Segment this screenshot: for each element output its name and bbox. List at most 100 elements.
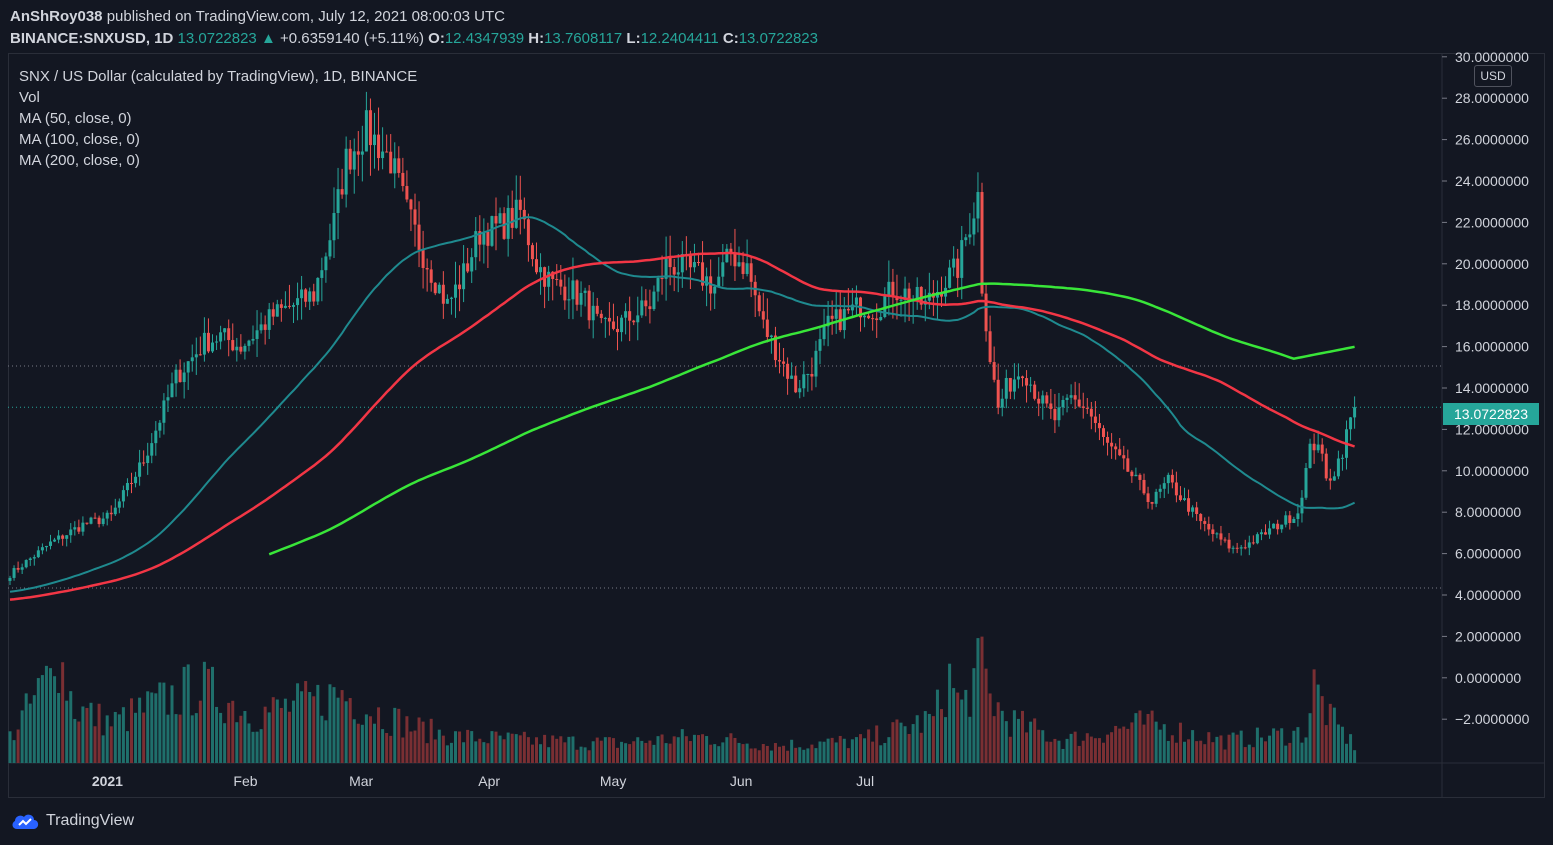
volume-bar <box>81 706 85 763</box>
volume-bar <box>879 745 883 763</box>
candle-body <box>259 324 263 331</box>
volume-bar <box>182 666 186 763</box>
legend-ma50[interactable]: MA (50, close, 0) <box>19 110 132 127</box>
candle-body <box>474 231 478 258</box>
volume-bar <box>636 737 640 763</box>
up-arrow-icon: ▲ <box>260 30 276 47</box>
candle-body <box>522 209 526 220</box>
volume-bar <box>449 742 453 763</box>
candle-body <box>1065 397 1069 400</box>
volume-bar <box>308 692 312 763</box>
candle-body <box>296 298 300 306</box>
volume-bar <box>1284 745 1288 763</box>
volume-bar <box>1247 744 1251 763</box>
candle-body <box>773 335 777 361</box>
candle-body <box>449 297 453 299</box>
candle-body <box>1247 542 1251 548</box>
volume-bar <box>543 734 547 763</box>
volume-bar <box>134 712 138 763</box>
candle-body <box>1073 395 1077 400</box>
close-label: C: <box>722 30 739 47</box>
volume-bar <box>340 690 344 763</box>
candle-body <box>1255 534 1259 544</box>
candle-body <box>599 313 603 319</box>
volume-bar <box>822 741 826 763</box>
volume-bar <box>1097 738 1101 763</box>
candle-body <box>1276 523 1280 530</box>
legend-volume[interactable]: Vol <box>19 89 40 106</box>
chart-panel[interactable] <box>8 53 1545 798</box>
volume-bar <box>454 731 457 763</box>
y-tick-label: 10.0000000 <box>1455 463 1529 479</box>
volume-bar <box>1093 738 1097 763</box>
candle-body <box>283 305 287 308</box>
candle-body <box>219 332 223 342</box>
candle-body <box>1170 474 1174 483</box>
legend-ma100[interactable]: MA (100, close, 0) <box>19 131 140 148</box>
volume-bar <box>275 699 279 763</box>
ma-line-50[interactable] <box>9 216 1356 593</box>
ohlc-header: BINANCE:SNXUSD, 1D 13.0722823 ▲ +0.63591… <box>10 30 818 47</box>
volume-bar <box>620 741 624 763</box>
candle-body <box>830 315 834 319</box>
volume-bar <box>1057 740 1061 763</box>
candle-body <box>514 199 518 228</box>
volume-bar <box>1195 741 1199 763</box>
legend-ma200[interactable]: MA (200, close, 0) <box>19 152 140 169</box>
ma-line-200[interactable] <box>268 282 1355 556</box>
volume-bar <box>336 697 340 763</box>
candle-body <box>1288 515 1292 523</box>
volume-bar <box>20 710 24 763</box>
candle-body <box>980 192 984 294</box>
volume-bar <box>239 715 243 763</box>
volume-bar <box>364 714 368 763</box>
candle-body <box>239 346 243 352</box>
tradingview-logo[interactable]: TradingView <box>10 811 134 831</box>
currency-button[interactable]: USD <box>1474 65 1512 87</box>
candle-body <box>134 476 138 484</box>
candle-body <box>737 262 741 267</box>
candle-body <box>644 300 648 307</box>
last-price: 13.0722823 <box>177 30 257 47</box>
volume-bar <box>705 736 709 763</box>
volume-bar <box>1061 748 1065 763</box>
x-tick-label: Feb <box>233 773 257 789</box>
volume-bar <box>1280 728 1284 763</box>
candle-body <box>24 560 28 568</box>
candle-body <box>1012 379 1016 392</box>
author-name[interactable]: AnShRoy038 <box>10 8 103 25</box>
volume-bar <box>162 682 166 763</box>
volume-bar <box>1025 732 1029 763</box>
volume-bar <box>749 748 753 763</box>
volume-bar <box>887 737 891 763</box>
candle-body <box>587 290 591 321</box>
volume-bar <box>73 718 77 763</box>
volume-bar <box>1016 718 1020 763</box>
candle-body <box>324 256 328 271</box>
candle-body <box>595 305 599 314</box>
volume-bar <box>765 745 769 763</box>
candle-body <box>1332 476 1336 481</box>
volume-bar <box>935 689 939 763</box>
candle-body <box>470 257 474 272</box>
volume-bar <box>385 732 389 763</box>
volume-bar <box>798 747 802 763</box>
publish-info: AnShRoy038 published on TradingView.com,… <box>10 8 505 25</box>
volume-bar <box>919 732 923 763</box>
candle-body <box>53 539 57 542</box>
candle-body <box>1134 474 1138 477</box>
candle-body <box>656 278 660 292</box>
volume-bar <box>247 723 251 763</box>
candle-body <box>198 354 202 356</box>
candle-body <box>458 284 462 290</box>
candle-body <box>992 362 996 380</box>
volume-bar <box>1053 738 1057 763</box>
volume-bar <box>16 729 20 763</box>
ma-line-100[interactable] <box>9 251 1356 601</box>
candle-body <box>915 286 919 299</box>
volume-bar <box>320 715 324 763</box>
candle-body <box>697 262 700 264</box>
volume-bar <box>1264 741 1267 763</box>
volume-bar <box>421 721 425 763</box>
